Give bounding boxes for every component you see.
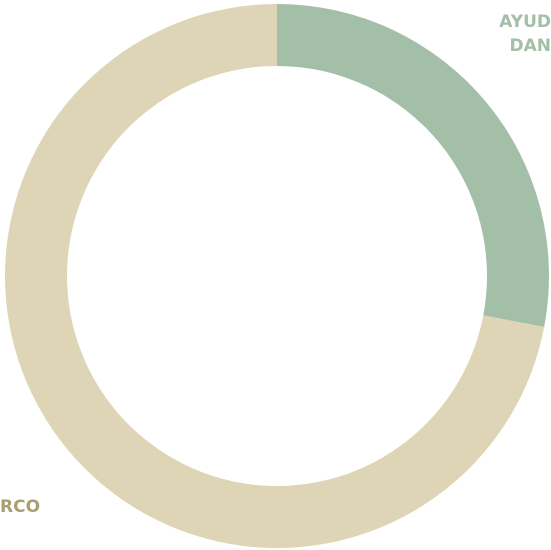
segment-label: RCO — [0, 497, 40, 517]
donut-segment — [277, 4, 549, 327]
segment-label: DAN — [510, 36, 551, 56]
segment-label: AYUD — [499, 12, 551, 32]
